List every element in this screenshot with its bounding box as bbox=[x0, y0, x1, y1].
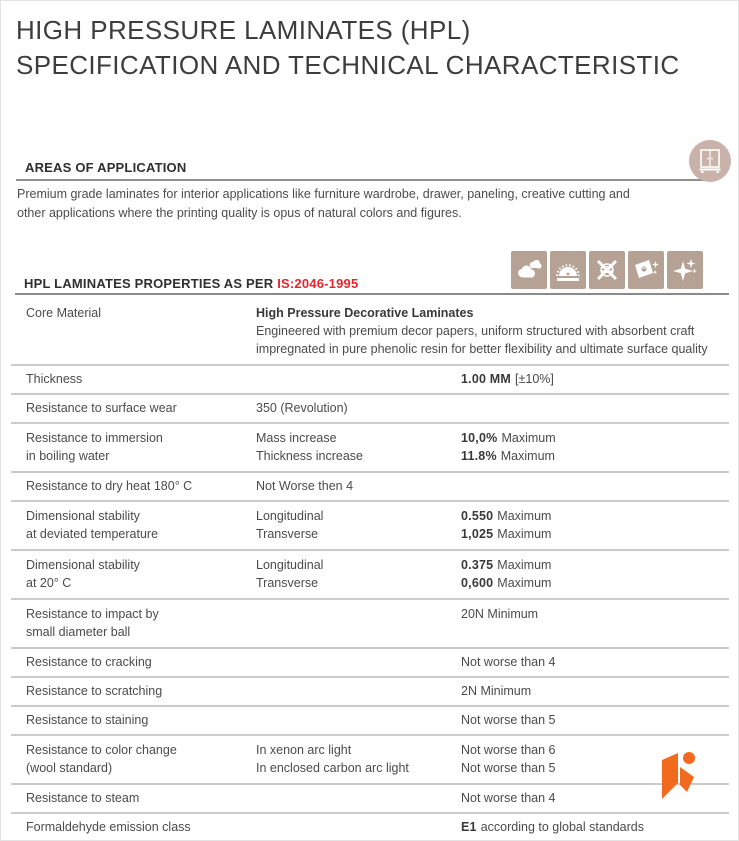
steam-clouds-icon bbox=[511, 251, 547, 289]
table-row-dry-heat: Resistance to dry heat 180° C Not Worse … bbox=[11, 473, 729, 502]
areas-of-application-body: Premium grade laminates for interior app… bbox=[17, 185, 630, 223]
value-cell: E1 according to global standards bbox=[461, 820, 645, 834]
property-cell: Thickness bbox=[26, 372, 83, 386]
table-row-impact: Resistance to impact by small diameter b… bbox=[11, 600, 729, 649]
feature-icons-row bbox=[511, 251, 703, 289]
table-row-surface-wear: Resistance to surface wear 350 (Revoluti… bbox=[11, 395, 729, 424]
value-cell: Not worse than 4 bbox=[461, 791, 556, 805]
value-cell: Not worse than 4 bbox=[461, 655, 556, 669]
properties-heading-standard: IS:2046-1995 bbox=[277, 276, 359, 291]
table-row-immersion: Resistance to immersion in boiling water… bbox=[11, 424, 729, 473]
value-desc-line2: impregnated in pure phenolic resin for b… bbox=[256, 342, 708, 356]
page-title-line2: SPECIFICATION AND TECHNICAL CHARACTERIST… bbox=[16, 50, 680, 80]
property-cell: Resistance to impact by small diameter b… bbox=[26, 607, 159, 639]
properties-heading-prefix: HPL LAMINATES PROPERTIES AS PER bbox=[24, 276, 278, 291]
table-row-thickness: Thickness 1.00 MM [±10%] bbox=[11, 366, 729, 395]
spec-table: Core Material High Pressure Decorative L… bbox=[11, 295, 729, 841]
condition-cell: 350 (Revolution) bbox=[256, 401, 348, 415]
property-cell: Dimensional stability at deviated temper… bbox=[26, 509, 159, 541]
wardrobe-icon-glyph bbox=[699, 149, 721, 173]
value-cell: Not worse than 6 Not worse than 5 bbox=[461, 743, 556, 775]
property-cell: Resistance to surface wear bbox=[26, 401, 177, 415]
value-cell: 1.00 MM [±10%] bbox=[461, 372, 554, 386]
k-mark-logo-glyph bbox=[662, 752, 695, 799]
table-row-color-change: Resistance to color change (wool standar… bbox=[11, 736, 729, 785]
condition-cell: Not Worse then 4 bbox=[256, 479, 354, 493]
page-title-line1: HIGH PRESSURE LAMINATES (HPL) bbox=[16, 15, 471, 45]
wardrobe-icon bbox=[689, 140, 731, 182]
value-cell: Not worse than 5 bbox=[461, 713, 556, 727]
easy-clean-wipe-glyph bbox=[635, 260, 659, 278]
k-mark-logo bbox=[658, 750, 700, 807]
value-cell: 10,0% Maximum 11.8% Maximum bbox=[461, 431, 556, 463]
areas-of-application-heading: AREAS OF APPLICATION bbox=[25, 160, 187, 175]
section-divider bbox=[16, 179, 707, 181]
areas-body-line1: Premium grade laminates for interior app… bbox=[17, 187, 630, 201]
property-cell: Resistance to staining bbox=[26, 713, 149, 727]
properties-heading: HPL LAMINATES PROPERTIES AS PER IS:2046-… bbox=[24, 276, 358, 291]
shine-sparkle-icon bbox=[667, 251, 703, 289]
property-cell: Dimensional stability at 20° C bbox=[26, 558, 140, 590]
no-scratch-icon bbox=[589, 251, 625, 289]
condition-cell: Mass increase Thickness increase bbox=[256, 431, 363, 463]
value-title: High Pressure Decorative Laminates bbox=[256, 306, 474, 320]
value-cell: 0.550 Maximum 1,025 Maximum bbox=[461, 509, 552, 541]
value-desc-line1: Engineered with premium decor papers, un… bbox=[256, 324, 695, 338]
table-row-cracking: Resistance to cracking Not worse than 4 bbox=[11, 649, 729, 678]
property-cell: Resistance to scratching bbox=[26, 684, 163, 698]
table-row-core-material: Core Material High Pressure Decorative L… bbox=[11, 295, 729, 366]
table-row-scratching: Resistance to scratching 2N Minimum bbox=[11, 678, 729, 707]
value-cell: 2N Minimum bbox=[461, 684, 532, 698]
property-cell: Resistance to cracking bbox=[26, 655, 152, 669]
property-cell: Formaldehyde emission class bbox=[26, 820, 191, 834]
table-row-formaldehyde: Formaldehyde emission class E1 according … bbox=[11, 814, 729, 841]
property-cell: Core Material bbox=[26, 306, 102, 320]
value-cell: 0.375 Maximum 0,600 Maximum bbox=[461, 558, 552, 590]
table-row-dimensional-stability-deviated: Dimensional stability at deviated temper… bbox=[11, 502, 729, 551]
condition-cell: Longitudinal Transverse bbox=[256, 558, 324, 590]
postforming-heat-icon bbox=[550, 251, 586, 289]
property-cell: Resistance to dry heat 180° C bbox=[26, 479, 193, 493]
shine-sparkle-glyph bbox=[673, 259, 697, 281]
steam-clouds-glyph bbox=[518, 259, 542, 278]
value-cell: 20N Minimum bbox=[461, 607, 539, 621]
table-row-staining: Resistance to staining Not worse than 5 bbox=[11, 707, 729, 736]
postforming-heat-glyph bbox=[556, 264, 580, 281]
table-row-steam: Resistance to steam Not worse than 4 bbox=[11, 785, 729, 814]
property-cell: Resistance to immersion in boiling water bbox=[26, 431, 163, 463]
page-title: HIGH PRESSURE LAMINATES (HPL) SPECIFICAT… bbox=[16, 13, 680, 83]
property-cell: Resistance to steam bbox=[26, 791, 140, 805]
areas-body-line2: other applications where the printing qu… bbox=[17, 206, 462, 220]
value-cell: High Pressure Decorative Laminates Engin… bbox=[256, 304, 729, 358]
condition-cell: In xenon arc light In enclosed carbon ar… bbox=[256, 743, 409, 775]
no-scratch-glyph bbox=[596, 259, 618, 281]
table-row-dimensional-stability-20c: Dimensional stability at 20° C Longitudi… bbox=[11, 551, 729, 600]
property-cell: Resistance to color change (wool standar… bbox=[26, 743, 177, 775]
section-divider bbox=[15, 293, 729, 295]
condition-cell: Longitudinal Transverse bbox=[256, 509, 324, 541]
easy-clean-wipe-icon bbox=[628, 251, 664, 289]
